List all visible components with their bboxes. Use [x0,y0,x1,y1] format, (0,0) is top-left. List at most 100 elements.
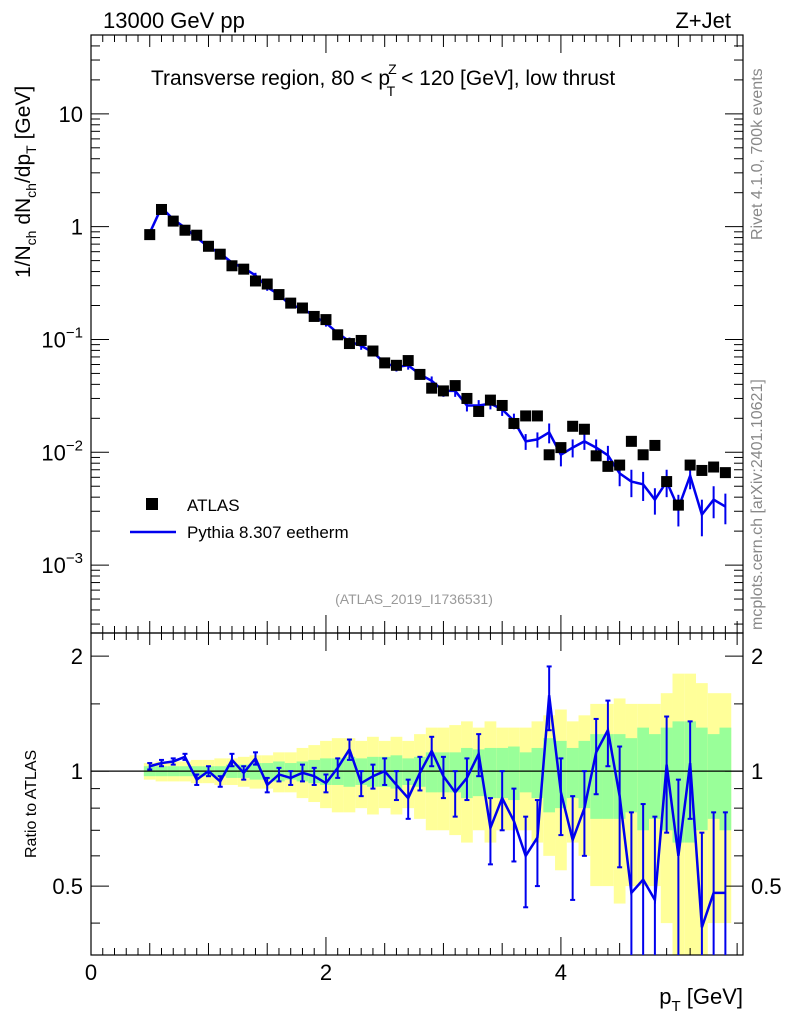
x-tick-label: 2 [320,960,332,985]
y-tick-label: 10−1 [41,324,83,352]
data-point [614,459,626,471]
title-sub: T [387,83,396,99]
ratio-mc-series [147,665,728,955]
band-inner-bin [508,746,520,801]
data-point [214,248,226,260]
data-point [520,410,532,422]
data-point [343,338,355,350]
x-axis-title: pT [GeV] [659,984,743,1015]
data-point [484,394,496,406]
data-point [602,460,614,472]
data-point [555,442,567,454]
ratio-tick-label: 0.5 [52,874,83,899]
data-point [261,278,273,290]
y-axis-title-ratio: Ratio to ATLAS [23,750,40,858]
data-point [672,499,684,511]
band-inner-bin [602,734,614,819]
data-point [285,297,297,309]
data-point [437,385,449,397]
data-point [719,467,731,479]
main-frame-box [90,34,744,634]
energy-label: 13000 GeV pp [103,8,245,33]
data-point [426,382,438,394]
plot-title: Transverse region, 80 < pZ T < 120 [GeV],… [151,61,615,99]
analysis-reference: (ATLAS_2019_I1736531) [335,591,493,607]
band-inner-bin [343,756,356,787]
data-point [449,380,461,392]
data-point [320,314,332,326]
data-point [367,345,379,357]
data-point [273,289,285,301]
x-tick-label: 0 [85,960,97,985]
data-point [496,399,508,411]
band-inner-bin [484,747,497,799]
data-point [684,459,696,471]
band-inner-bin [649,734,661,819]
legend-data-marker [146,498,158,510]
data-point [144,229,156,241]
band-inner-bin [707,734,720,819]
data-point [332,329,344,341]
ratio-tick-label-right: 2 [751,644,763,669]
data-point [414,368,426,380]
mcplots-label: mcplots.cern.ch [arXiv:2401.10621] [749,379,766,630]
data-point [379,357,391,369]
data-point [402,355,414,367]
data-point [508,417,520,429]
band-inner-bin [625,738,638,813]
data-series [144,203,731,511]
title-prefix: Transverse region, 80 < p [151,67,390,90]
data-point [696,464,708,476]
data-point [567,420,579,432]
mc-line [148,205,727,518]
y-axis-title-main: 1/Nch dNch/dpT [GeV] [12,86,39,278]
data-point [202,240,214,252]
main-plot-frame: 10−3 10−2 10−1 1 10 [41,34,744,634]
data-point [155,203,167,215]
data-point [238,263,250,275]
x-tick-label: 4 [555,960,567,985]
band-inner-bin [637,727,650,831]
data-point [355,334,367,346]
data-point [543,449,555,461]
ratio-frame-box [90,632,744,956]
ratio-tick-label-right: 1 [751,759,763,784]
band-inner-bin [566,747,579,799]
band-inner-bin [519,752,532,793]
band-inner-bin [719,727,732,831]
data-point [390,359,402,371]
data-point [637,449,649,461]
mc-series [148,205,727,537]
data-point [473,405,485,417]
title-suffix: < 120 [GeV], low thrust [395,67,615,90]
band-inner-bin [696,727,708,831]
data-point [661,476,673,488]
rivet-label: Rivet 4.1.0, 700k events [749,68,766,240]
data-point [191,229,203,241]
data-point [461,392,473,404]
ratio-tick-label: 2 [71,644,83,669]
ratio-plot-frame: 0 2 4 0.5 0.5 1 1 2 2 [52,35,782,985]
data-point [590,450,602,462]
process-label: Z+Jet [675,8,731,33]
data-point [708,461,720,473]
y-tick-label: 1 [71,215,83,240]
y-tick-label: 10 [59,102,83,127]
data-point [179,224,191,236]
title-sup: Z [388,61,397,77]
data-point [531,410,543,422]
band-inner-bin [425,752,438,793]
data-point [625,435,637,447]
ratio-tick-label-right: 0.5 [751,874,782,899]
legend-mc-label: Pythia 8.307 eetherm [187,523,349,542]
y-tick-label: 10−3 [41,550,83,578]
y-tick-label: 10−2 [41,437,83,465]
data-point [649,439,661,451]
band-inner-bin [531,747,544,799]
legend-data-label: ATLAS [187,496,240,515]
band-inner-bin [543,738,556,813]
data-point [308,310,320,322]
data-point [578,423,590,435]
data-point [249,275,261,287]
